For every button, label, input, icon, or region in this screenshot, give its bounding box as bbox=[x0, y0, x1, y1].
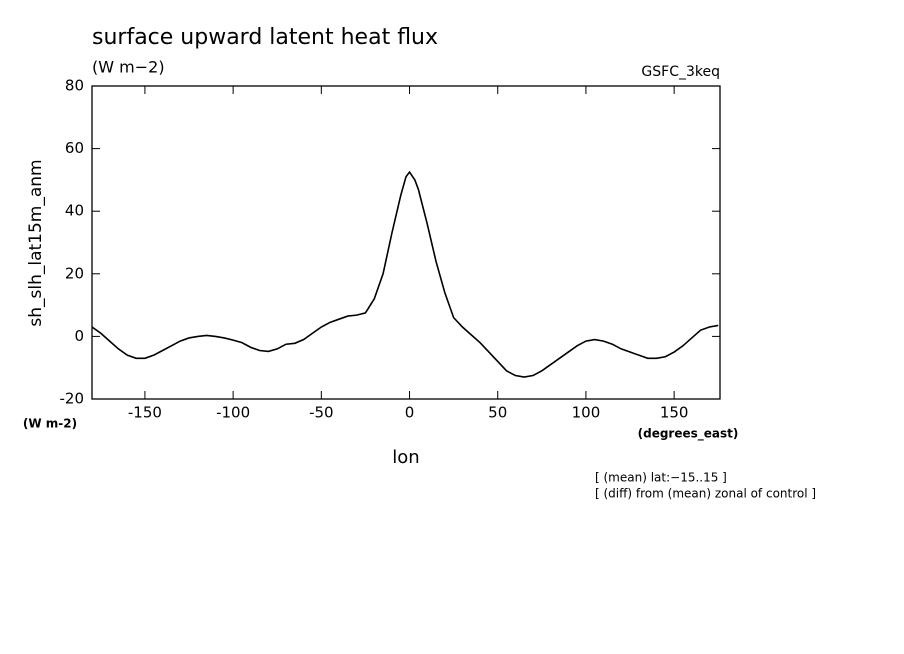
x-tick-label: -150 bbox=[128, 404, 162, 422]
x-units: (degrees_east) bbox=[638, 427, 739, 442]
x-tick-label: -100 bbox=[216, 404, 250, 422]
x-tick-label: 150 bbox=[660, 404, 689, 422]
note: [ (mean) lat:−15..15 ] bbox=[595, 471, 727, 485]
data-line bbox=[91, 170, 719, 378]
x-tick-label: -50 bbox=[309, 404, 334, 422]
x-tick-label: 0 bbox=[405, 404, 415, 422]
y-tick-label: 80 bbox=[65, 77, 84, 95]
chart-title: surface upward latent heat flux bbox=[92, 25, 438, 50]
note: [ (diff) from (mean) zonal of control ] bbox=[595, 487, 816, 501]
y-units: (W m-2) bbox=[23, 417, 77, 431]
subtitle: (W m−2) bbox=[92, 58, 165, 77]
y-tick-label: -20 bbox=[60, 390, 85, 408]
x-tick-label: 100 bbox=[572, 404, 601, 422]
plot-frame bbox=[91, 85, 721, 400]
annotation: GSFC_3keq bbox=[641, 64, 720, 80]
x-tick-label: 50 bbox=[488, 404, 507, 422]
y-tick-label: 0 bbox=[74, 327, 84, 345]
y-tick-label: 40 bbox=[65, 202, 84, 220]
y-axis-label: sh_slh_lat15m_anm bbox=[26, 159, 46, 326]
y-tick-label: 60 bbox=[65, 139, 84, 157]
y-tick-label: 20 bbox=[65, 264, 84, 282]
x-axis-label: lon bbox=[392, 447, 419, 468]
